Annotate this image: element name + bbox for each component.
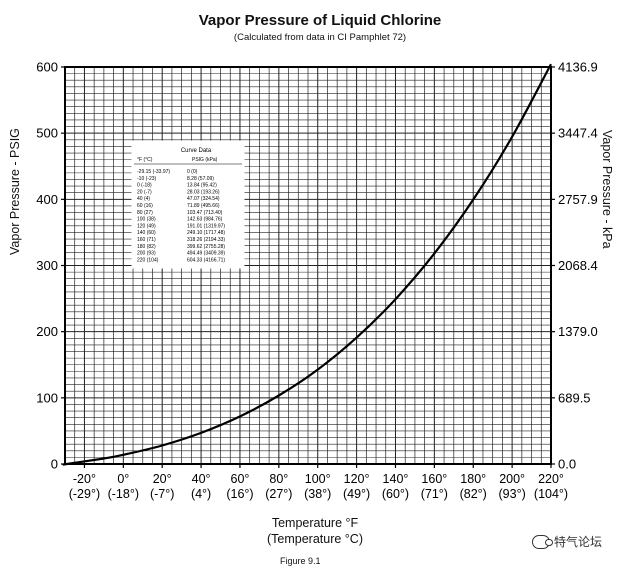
y-tick-label-left: 0 xyxy=(51,457,58,472)
curve-data-cell-pressure: 142.63 (984.76) xyxy=(187,217,223,223)
curve-data-cell-pressure: 249.10 (1717.48) xyxy=(187,230,225,236)
watermark: 特气论坛 xyxy=(532,533,602,550)
curve-data-cell-temp: 20 (-7) xyxy=(137,189,152,195)
x-tick-label-c: (27°) xyxy=(265,487,292,501)
x-tick-label-c: (4°) xyxy=(191,487,211,501)
x-tick-label-c: (-29°) xyxy=(69,487,100,501)
curve-data-cell-temp: -10 (-23) xyxy=(137,176,157,182)
curve-data-cell-temp: 220 (104) xyxy=(137,257,159,263)
curve-data-cell-temp: 100 (38) xyxy=(137,217,156,223)
x-tick-label-f: 140° xyxy=(383,472,409,486)
y-tick-label-right: 689.5 xyxy=(558,390,591,405)
y-tick-label-left: 400 xyxy=(36,192,58,207)
curve-data-cell-temp: -29.15 (-33.97) xyxy=(137,169,170,175)
curve-data-cell-pressure: 47.07 (324.54) xyxy=(187,196,220,202)
vapor-pressure-chart: 0 100 200 300 400 500 600 0.0 689.5 1379.0 2068.4 2… xyxy=(36,60,598,502)
x-tick-label-c: (60°) xyxy=(382,487,409,501)
x-tick-label-c: (16°) xyxy=(226,487,253,501)
curve-data-cell-pressure: 494.49 (3409.39) xyxy=(187,251,225,257)
x-tick-label-f: 200° xyxy=(499,472,525,486)
chart-subtitle: (Calculated from data in CI Pamphlet 72) xyxy=(233,32,407,43)
x-tick-label-c: (93°) xyxy=(499,487,526,501)
curve-data-cell-temp: 80 (27) xyxy=(137,210,153,216)
x-tick-label-f: 60° xyxy=(231,472,250,486)
vapor-pressure-curve xyxy=(62,63,552,466)
x-tick-label-c: (104°) xyxy=(534,487,568,501)
x-tick-label-c: (49°) xyxy=(343,487,370,501)
curve-data-cell-temp: 200 (93) xyxy=(137,251,156,257)
y-tick-label-left: 200 xyxy=(36,324,58,339)
curve-data-cell-pressure: 28.03 (193.26) xyxy=(187,189,220,195)
y-tick-label-right: 0.0 xyxy=(558,457,576,472)
curve-data-cell-pressure: 318.26 (2194.33) xyxy=(187,237,225,243)
x-tick-label-f: 220° xyxy=(538,472,564,486)
curve-data-title: Curve Data xyxy=(181,148,212,154)
x-tick-label-f: 100° xyxy=(305,472,331,486)
x-tick-label-f: 0° xyxy=(117,472,129,486)
y-tick-label-left: 100 xyxy=(36,390,58,405)
x-tick-label-c: (-7°) xyxy=(150,487,174,501)
curve-data-cell-temp: 120 (49) xyxy=(137,223,156,229)
y-tick-label-right: 2757.9 xyxy=(558,192,598,207)
curve-data-header-pressure: PSIG (kPa) xyxy=(192,157,218,163)
curve-data-cell-temp: 0 (-18) xyxy=(137,183,152,189)
curve-data-table xyxy=(131,140,245,269)
curve-data-cell-temp: 160 (71) xyxy=(137,237,156,243)
x-tick-label-f: -20° xyxy=(73,472,96,486)
x-tick-label-f: 120° xyxy=(344,472,370,486)
curve-data-header-temp: °F (°C) xyxy=(137,157,153,163)
curve-data-cell-temp: 180 (82) xyxy=(137,244,156,250)
watermark-text: 特气论坛 xyxy=(554,535,603,549)
y-tick-label-right: 3447.4 xyxy=(558,126,598,141)
curve-data-cell-pressure: 8.28 (57.09) xyxy=(187,176,214,182)
curve-data-cell-pressure: 399.62 (2755.28) xyxy=(187,244,225,250)
curve-data-cell-pressure: 191.01 (1319.97) xyxy=(187,223,225,229)
y-tick-label-right: 2068.4 xyxy=(558,258,598,273)
y-tick-label-left: 600 xyxy=(36,60,58,75)
wechat-icon xyxy=(532,534,553,549)
x-axis-label-celsius: (Temperature °C) xyxy=(267,532,363,546)
curve-data-cell-pressure: 604.33 (4166.71) xyxy=(187,257,225,263)
curve-data-cell-pressure: 71.89 (495.66) xyxy=(187,203,220,209)
curve-data-cell-temp: 140 (60) xyxy=(137,230,156,236)
curve-data-cell-pressure: 13.84 (95.42) xyxy=(187,183,217,189)
x-axis-label: Temperature °F xyxy=(271,516,359,530)
chart-title: Vapor Pressure of Liquid Chlorine xyxy=(198,12,442,29)
x-tick-label-f: 80° xyxy=(269,472,288,486)
curve-data-cell-temp: 40 (4) xyxy=(137,196,150,202)
y-tick-label-left: 500 xyxy=(36,126,58,141)
curve-data-cell-pressure: 0 (0) xyxy=(187,169,198,175)
y-tick-label-right: 1379.0 xyxy=(558,324,598,339)
x-tick-label-f: 160° xyxy=(421,472,447,486)
curve-data-cell-pressure: 103.47 (713.40) xyxy=(187,210,223,216)
y-tick-label-right: 4136.9 xyxy=(558,60,598,75)
x-tick-label-c: (38°) xyxy=(304,487,331,501)
x-tick-label-c: (82°) xyxy=(460,487,487,501)
x-tick-label-c: (71°) xyxy=(421,487,448,501)
figure-caption: Figure 9.1 xyxy=(280,556,321,566)
x-tick-label-f: 40° xyxy=(192,472,211,486)
x-tick-label-f: 20° xyxy=(153,472,172,486)
curve-data-cell-temp: 60 (16) xyxy=(137,203,153,209)
x-tick-label-f: 180° xyxy=(460,472,486,486)
y-tick-label-left: 300 xyxy=(36,258,58,273)
x-tick-label-c: (-18°) xyxy=(108,487,139,501)
